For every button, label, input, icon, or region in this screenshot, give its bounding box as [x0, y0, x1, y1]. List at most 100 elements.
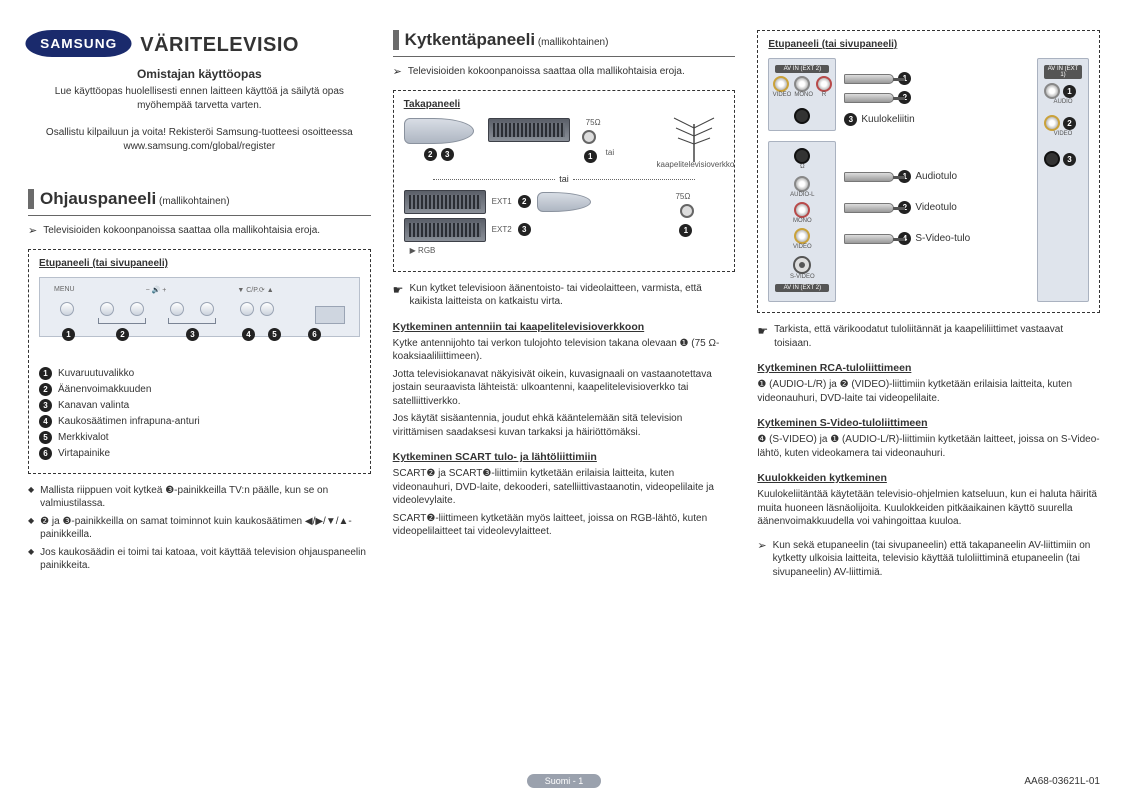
panel-button	[130, 302, 144, 316]
section-note: (mallikohtainen)	[538, 37, 609, 48]
panel-button	[60, 302, 74, 316]
audio-jack-icon	[816, 76, 832, 92]
av-panel-right: AV IN (EXT 1) 1 AUDIO 2 VIDEO 3	[1037, 58, 1089, 302]
scart-connector-icon	[404, 218, 486, 242]
arrow-icon: ➢	[28, 224, 37, 239]
footer: Suomi - 1 AA68-03621L-01	[0, 774, 1128, 788]
diamond-icon: ◆	[28, 516, 34, 542]
hand-note: ☛ Tarkista, että värikoodatut tuloliitän…	[757, 323, 1100, 350]
audio-jack-icon	[794, 76, 810, 92]
config-note: ➢ Televisioiden kokoonpanoissa saattaa o…	[393, 65, 736, 80]
bracket	[98, 318, 146, 324]
document-code: AA68-03621L-01	[1024, 776, 1100, 787]
headphone-label: Kuulokeliitin	[861, 114, 914, 125]
callout-1: 1	[62, 328, 75, 341]
front-panel-box: Etupaneeli (tai sivupaneeli) MENU − 🔊 + …	[28, 249, 371, 474]
callout-4: 4	[242, 328, 255, 341]
rear-diagram-bottom: EXT1 2 EXT2 3 ▶ RGB 75Ω	[404, 190, 725, 255]
panel-button	[100, 302, 114, 316]
diamond-icon: ◆	[28, 485, 34, 511]
product-title: VÄRITELEVISIO	[140, 34, 299, 57]
coax-icon	[582, 130, 596, 144]
legend-item: 4Kaukosäätimen infrapuna-anturi	[39, 415, 360, 428]
svideo-jack-icon	[793, 256, 811, 274]
config-note-text: Televisioiden kokoonpanoissa saattaa oll…	[43, 224, 320, 239]
section-title: Kytkentäpaneeli	[405, 30, 535, 49]
column-right: Etupaneeli (tai sivupaneeli) AV IN (EXT …	[757, 30, 1100, 585]
arrow-icon: ➢	[757, 539, 766, 580]
callout-6: 6	[308, 328, 321, 341]
bracket	[168, 318, 216, 324]
plug-icon	[844, 234, 894, 244]
page-number: Suomi - 1	[527, 774, 602, 788]
bullet-item: ◆Jos kaukosäädin ei toimi tai katoaa, vo…	[28, 546, 371, 573]
plug-icon	[844, 203, 894, 213]
paragraph: Jos käytät sisäantennia, joudut ehkä kää…	[393, 412, 736, 439]
section-heading-control-panel: Ohjauspaneeli (mallikohtainen)	[28, 189, 371, 209]
divider	[28, 215, 371, 216]
front-panel-title: Etupaneeli (tai sivupaneeli)	[39, 258, 360, 269]
legend-item: 5Merkkivalot	[39, 431, 360, 444]
subheading-scart: Kytkeminen SCART tulo- ja lähtöliittimii…	[393, 451, 736, 463]
bullet-item: ◆❷ ja ❸-painikkeilla on samat toiminnot …	[28, 515, 371, 542]
callout-3: 3	[186, 328, 199, 341]
paragraph: Kytke antennijohto tai verkon tulojohto …	[393, 337, 736, 364]
bullet-item: ◆Mallista riippuen voit kytkeä ❸-painikk…	[28, 484, 371, 511]
or-divider: tai	[404, 174, 725, 184]
config-note: ➢ Televisioiden kokoonpanoissa saattaa o…	[28, 224, 371, 239]
paragraph: SCART❷ ja SCART❸-liittimiin kytketään er…	[393, 467, 736, 508]
control-panel-diagram: MENU − 🔊 + ▼ C/P.⟳ ▲ 1 2 3 4	[39, 277, 360, 337]
bullet-list: ◆Mallista riippuen voit kytkeä ❸-painikk…	[28, 484, 371, 573]
ir-window	[315, 306, 345, 324]
video-jack-icon	[1044, 115, 1060, 131]
panel-button	[240, 302, 254, 316]
cable-network-label: kaapelitelevisioverkko	[657, 160, 735, 169]
panel-button	[170, 302, 184, 316]
legend-item: 1Kuvaruutuvalikko	[39, 367, 360, 380]
panel-label-menu: MENU	[54, 286, 75, 294]
samsung-logo: SAMSUNG	[25, 30, 132, 57]
subheading-headphones: Kuulokkeiden kytkeminen	[757, 472, 1100, 484]
audio-in-label: Audiotulo	[915, 171, 957, 182]
owner-guide-title: Omistajan käyttöopas	[28, 67, 371, 81]
hand-icon: ☛	[757, 323, 768, 350]
audio-jack-icon	[794, 202, 810, 218]
scart-connector-icon	[404, 190, 486, 214]
headphone-jack-icon	[794, 148, 810, 164]
header-row: SAMSUNG VÄRITELEVISIO	[28, 30, 371, 57]
coax-icon	[680, 204, 694, 218]
section-heading-connection-panel: Kytkentäpaneeli (mallikohtainen)	[393, 30, 736, 50]
audio-jack-icon	[1044, 83, 1060, 99]
diamond-icon: ◆	[28, 547, 34, 573]
paragraph: Kuulokeliitäntää käytetään televisio-ohj…	[757, 488, 1100, 529]
column-left: SAMSUNG VÄRITELEVISIO Omistajan käyttöop…	[28, 30, 371, 585]
front-side-panel-title: Etupaneeli (tai sivupaneeli)	[768, 39, 1089, 50]
callout-2: 2	[116, 328, 129, 341]
hand-note: ☛ Kun kytket televisioon äänentoisto- ta…	[393, 282, 736, 309]
video-jack-icon	[794, 228, 810, 244]
legend-item: 3Kanavan valinta	[39, 399, 360, 412]
arrow-icon: ➢	[393, 65, 402, 80]
legend-item: 2Äänenvoimakkuuden	[39, 383, 360, 396]
subheading-rca: Kytkeminen RCA-tuloliittimeen	[757, 362, 1100, 374]
section-title: Ohjauspaneeli	[40, 189, 156, 208]
plug-icon	[844, 74, 894, 84]
legend-item: 6Virtapainike	[39, 447, 360, 460]
rear-diagram-top: 23 75Ω 1	[404, 118, 725, 168]
headphone-jack-icon	[1044, 151, 1060, 167]
video-in-label: Videotulo	[915, 202, 957, 213]
video-jack-icon	[773, 76, 789, 92]
scart-connector-icon	[488, 118, 570, 142]
plug-icon	[844, 172, 894, 182]
connector-diagram-top: AV IN (EXT 2) VIDEO MONO R 1	[768, 58, 1089, 302]
svideo-in-label: S-Video-tulo	[915, 233, 970, 244]
subheading-antenna: Kytkeminen antenniin tai kaapelitelevisi…	[393, 321, 736, 333]
panel-label-volume: − 🔊 +	[146, 286, 167, 294]
av-panel-left: AV IN (EXT 2) VIDEO MONO R	[768, 58, 836, 131]
hand-icon: ☛	[393, 282, 404, 309]
paragraph: ❹ (S-VIDEO) ja ❶ (AUDIO-L/R)-liittimiin …	[757, 433, 1100, 460]
antenna-icon	[664, 114, 724, 164]
scart-cable-icon	[404, 118, 474, 144]
register-text: Osallistu kilpailuun ja voita! Rekisterö…	[28, 126, 371, 153]
column-middle: Kytkentäpaneeli (mallikohtainen) ➢ Telev…	[393, 30, 736, 585]
